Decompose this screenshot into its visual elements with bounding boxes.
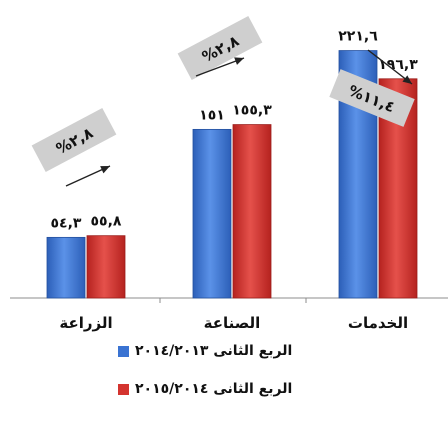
annotation-arrowhead-1 xyxy=(100,166,110,174)
legend-label-series-2: الربع الثانى ٢٠١٥/٢٠١٤ xyxy=(135,381,293,397)
annotation-arrowhead-3 xyxy=(402,75,412,84)
legend-item-series-2: الربع الثانى ٢٠١٥/٢٠١٤ xyxy=(118,378,292,400)
category-label-2: الصناعة xyxy=(204,314,261,332)
change-annotation-2: %٢,٨ xyxy=(177,15,263,81)
value-label-1-1: ٥٤,٣ xyxy=(51,215,82,231)
legend-swatch-series-2 xyxy=(118,383,129,395)
annotation-box-2 xyxy=(177,15,263,81)
legend-label-series-1: الربع الثانى ٢٠١٤/٢٠١٣ xyxy=(135,343,293,359)
bar-1-1 xyxy=(46,236,86,299)
value-label-2-1: ٥٥,٨ xyxy=(91,214,122,230)
annotation-arrowhead-2 xyxy=(234,57,244,65)
annotation-arrow-3 xyxy=(367,49,413,85)
category-label-3: الخدمات xyxy=(348,314,408,332)
value-label-1-3: ٢٢١,٦ xyxy=(338,29,378,45)
bar-2-1 xyxy=(86,235,126,299)
value-label-2-3: ١٩٦,٣ xyxy=(378,57,418,73)
category-label-1: الزراعة xyxy=(59,314,112,332)
bar-1-2 xyxy=(192,128,232,299)
value-label-2-2: ١٥٥,٣ xyxy=(232,103,272,119)
bar-2-2 xyxy=(232,124,272,299)
annotation-box-1 xyxy=(31,107,117,173)
change-annotation-1: %٢,٨ xyxy=(31,107,117,173)
annotation-box-3 xyxy=(329,69,415,127)
value-label-1-2: ١٥١ xyxy=(199,107,225,123)
legend-item-series-1: الربع الثانى ٢٠١٤/٢٠١٣ xyxy=(118,340,292,362)
legend-swatch-series-1 xyxy=(118,345,129,357)
